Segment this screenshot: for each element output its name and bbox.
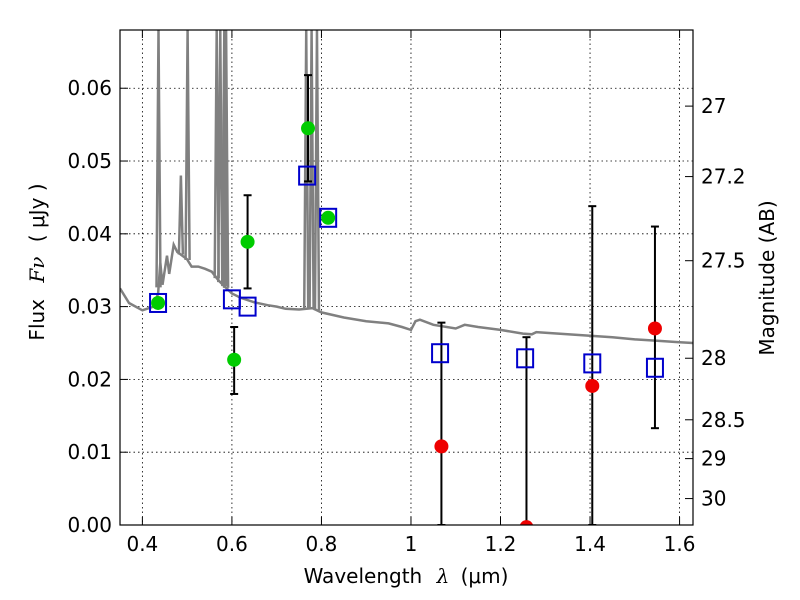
plot-frame <box>119 29 694 526</box>
sed-model-curve <box>120 30 693 345</box>
plot-background <box>120 30 693 525</box>
grid-lines <box>120 30 693 525</box>
sed-emission-line <box>177 175 185 255</box>
x-tick-label: 1.4 <box>574 532 606 556</box>
y-tick-label: 0.01 <box>67 440 112 464</box>
y-axis-label-symbol: Fν <box>25 257 49 284</box>
model-flux-markers <box>149 165 664 378</box>
observed-flux-markers <box>151 121 662 525</box>
y-tick-label: 0.05 <box>67 149 112 173</box>
detection-point <box>301 121 316 136</box>
y-tick-label: 0.04 <box>67 222 112 246</box>
x-tick-label: 1.2 <box>485 532 517 556</box>
y-axis-label-prefix: Flux <box>25 299 49 341</box>
x-tick-label: 1 <box>405 532 418 556</box>
sed-emission-line <box>155 30 162 288</box>
model-flux-square <box>645 357 664 378</box>
sed-emission-line <box>184 30 191 261</box>
y-axis-label: Flux Fν ( μJy ) <box>25 183 49 340</box>
detection-point <box>151 295 166 310</box>
model-flux-square <box>298 165 317 186</box>
model-flux-square <box>583 353 602 374</box>
non-detection-point <box>647 321 662 336</box>
model-flux-square <box>238 296 257 317</box>
y2-tick-label: 27.5 <box>701 249 746 273</box>
model-flux-square <box>431 343 450 364</box>
model-flux-square <box>149 292 168 313</box>
y2-tick-label: 29 <box>701 447 726 471</box>
x-axis-label: Wavelength λ (μm) <box>304 564 509 588</box>
y2-tick-label: 30 <box>701 487 726 511</box>
detection-point <box>227 352 242 367</box>
y2-tick-label: 27.2 <box>701 165 746 189</box>
non-detection-point <box>434 439 449 454</box>
detection-point <box>321 210 336 225</box>
model-flux-square <box>516 348 535 369</box>
x-axis-label-symbol: λ <box>436 564 450 588</box>
y2-tick-label: 28.5 <box>701 408 746 432</box>
sed-emission-line <box>302 30 310 309</box>
sed-emission-line <box>308 30 315 309</box>
y-tick-label: 0.02 <box>67 367 112 391</box>
y2-tick-label: 27 <box>701 94 726 118</box>
y2-axis-label: Magnitude (AB) <box>755 200 779 355</box>
sed-continuum <box>120 240 693 345</box>
detection-point <box>240 234 255 249</box>
y-axis-label-unit: ( μJy ) <box>25 183 49 242</box>
x-tick-label: 1.6 <box>664 532 696 556</box>
x-tick-label: 0.6 <box>216 532 248 556</box>
sed-emission-line <box>313 30 321 311</box>
y2-tick-label: 28 <box>701 346 726 370</box>
non-detection-point <box>519 520 534 525</box>
x-tick-label: 0.4 <box>126 532 158 556</box>
x-axis-label-unit: (μm) <box>461 564 509 588</box>
model-flux-square <box>319 207 338 228</box>
y-tick-label: 0.03 <box>67 295 112 319</box>
x-axis-label-prefix: Wavelength <box>304 564 423 588</box>
non-detection-point <box>585 378 600 393</box>
sed-emission-line <box>217 30 224 283</box>
y-tick-label: 0.06 <box>67 76 112 100</box>
sed-emission-line <box>222 30 230 288</box>
x-tick-label: 0.8 <box>306 532 338 556</box>
y-tick-label: 0.00 <box>67 513 112 537</box>
axis-ticks: 0.4 0.6 0.8 1 1.2 1.4 1.6 0.00 0.01 0.02 0.03 0.04 0… <box>67 30 746 556</box>
